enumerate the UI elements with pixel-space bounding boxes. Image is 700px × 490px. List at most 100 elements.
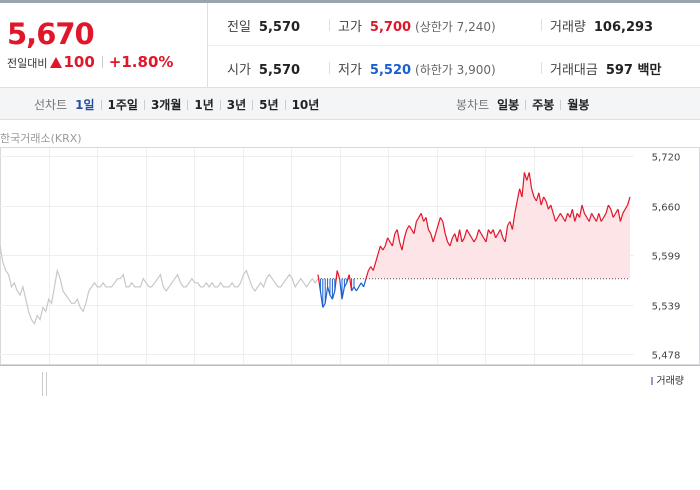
col-divider	[541, 62, 542, 74]
y-tick-label: 5,539	[652, 302, 681, 313]
today-segment	[413, 221, 417, 234]
today-segment	[610, 209, 614, 218]
today-segment	[396, 229, 401, 243]
today-segment	[487, 229, 492, 235]
top-border	[0, 0, 700, 3]
upper-limit: (상한가 7,240)	[415, 20, 496, 34]
divider	[525, 100, 527, 110]
today-segment	[607, 204, 612, 210]
prev-close-value: 5,570	[258, 20, 301, 35]
today-segment	[571, 209, 576, 222]
today-segment	[588, 213, 593, 222]
today-segment	[581, 204, 585, 214]
y-tick-label: 5,660	[652, 203, 681, 214]
low-value: 5,520	[369, 63, 412, 78]
tab-daily[interactable]: 일봉	[497, 98, 520, 112]
divider	[219, 100, 221, 110]
candle-chart-tabs: 봉차트 일봉 주봉 월봉	[456, 96, 589, 113]
tab-3y[interactable]: 3년	[226, 98, 247, 112]
change-rate: +1.80%	[108, 53, 174, 71]
today-segment	[471, 237, 475, 243]
today-segment	[406, 225, 410, 230]
today-segment	[603, 212, 607, 218]
today-segment	[579, 204, 583, 218]
row-divider	[208, 45, 700, 46]
today-segment	[521, 172, 525, 197]
today-segment	[367, 266, 372, 271]
price-chart[interactable]: 5,720 5,660 5,599 5,539 5,478	[0, 120, 700, 490]
tab-1y[interactable]: 1년	[194, 98, 214, 112]
today-segment	[442, 221, 446, 234]
today-segment	[569, 209, 573, 218]
today-segment	[540, 196, 545, 206]
tab-10y[interactable]: 10년	[291, 98, 320, 112]
tab-3m[interactable]: 3개월	[150, 98, 182, 112]
chart-tab-bar: 선차트 1일 1주일 3개월 1년 3년 5년 10년 봉차트 일봉 주봉 월봉	[0, 88, 700, 120]
today-segment	[444, 233, 449, 243]
high-label: 고가	[338, 20, 362, 35]
prev-close: 전일 5,570	[227, 16, 300, 35]
today-segment	[617, 209, 621, 222]
today-segment	[528, 172, 533, 189]
tab-weekly[interactable]: 주봉	[532, 98, 555, 112]
data-source: 한국거래소(KRX)	[0, 132, 82, 145]
line-chart-heading: 선차트	[34, 98, 68, 112]
today-segment	[564, 213, 569, 222]
tab-1d[interactable]: 1일	[75, 98, 95, 112]
today-area-fill	[318, 172, 630, 279]
today-segment	[473, 237, 477, 243]
today-segment	[375, 254, 379, 263]
today-segment	[425, 217, 429, 230]
today-segment	[591, 212, 595, 218]
tab-1w[interactable]: 1주일	[107, 98, 138, 112]
today-segment	[559, 212, 564, 218]
tab-5y[interactable]: 5년	[259, 98, 279, 112]
candle-chart-heading: 봉차트	[456, 98, 490, 112]
today-segment	[415, 217, 420, 222]
today-segment	[391, 233, 396, 247]
amount: 거래대금 597 백만	[550, 59, 661, 78]
today-segment	[531, 188, 535, 198]
today-segment	[600, 217, 605, 222]
today-segment	[379, 245, 384, 251]
today-segment	[456, 229, 461, 243]
amount-label: 거래대금	[550, 63, 598, 78]
change-value: 100	[63, 53, 95, 71]
previous-day-series	[0, 245, 319, 326]
up-triangle-icon	[50, 57, 63, 68]
today-segment	[605, 204, 609, 214]
y-tick-label: 5,720	[652, 153, 681, 164]
high-value: 5,700	[369, 20, 412, 35]
low: 저가 5,520 (하한가 3,900)	[338, 59, 496, 78]
y-tick-label: 5,478	[652, 351, 681, 362]
tab-monthly[interactable]: 월봉	[567, 98, 590, 112]
today-segment	[399, 241, 403, 251]
col-divider	[329, 19, 330, 31]
today-segment	[516, 188, 521, 202]
line-chart-tabs: 선차트 1일 1주일 3개월 1년 3년 5년 10년	[34, 96, 319, 113]
today-segment	[538, 192, 542, 206]
today-segment	[468, 233, 473, 239]
volume-label: 거래량	[550, 20, 586, 35]
today-segment	[619, 213, 624, 222]
today-segment	[550, 204, 554, 214]
today-segment	[336, 270, 341, 279]
today-segment	[595, 213, 600, 222]
today-segment	[557, 212, 561, 218]
today-segment	[454, 233, 458, 243]
col-divider	[541, 19, 542, 31]
today-segment	[475, 229, 480, 238]
divider	[101, 56, 103, 68]
today-segment	[365, 270, 369, 279]
today-segment	[543, 196, 547, 202]
volume-legend: 거래량	[651, 372, 684, 387]
today-segment	[627, 196, 631, 206]
volume-legend-label: 거래량	[656, 376, 684, 387]
today-segment	[598, 213, 602, 222]
today-segment	[492, 229, 497, 238]
today-segment	[463, 229, 468, 238]
current-price: 5,670	[7, 17, 95, 51]
today-segment	[499, 229, 504, 238]
divider	[560, 100, 562, 110]
chart-area: 한국거래소(KRX) 5,720 5,660 5,599 5,539 5,478 거래량	[0, 120, 700, 490]
